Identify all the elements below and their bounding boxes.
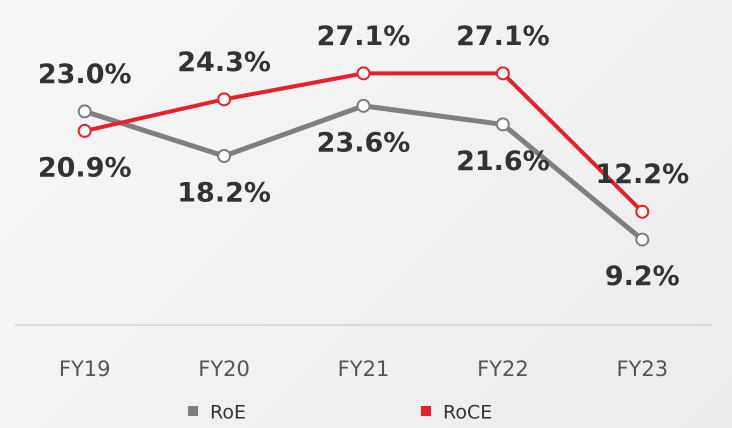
point [635,204,650,219]
point [635,232,650,247]
x-tick-label: FY19 [59,357,111,381]
x-tick-label: FY21 [338,357,390,381]
data-label: 23.6% [317,127,411,158]
data-label: 20.9% [38,152,132,183]
legend-label: RoCE [443,402,492,424]
point [495,66,510,81]
point [217,92,232,107]
point [495,117,510,132]
point [356,66,371,81]
point [356,98,371,113]
data-label: 23.0% [38,59,132,90]
point [77,123,92,138]
point [217,149,232,163]
data-label: 27.1% [456,21,550,52]
data-label: 9.2% [605,261,680,292]
legend-swatch [188,406,198,416]
x-tick-label: FY23 [616,357,668,381]
data-label: 12.2% [595,159,689,190]
x-tick-label: FY20 [198,357,250,381]
data-label: 27.1% [317,21,411,52]
point [77,104,92,119]
data-label: 18.2% [177,178,271,209]
data-label: 21.6% [456,146,550,177]
legend-swatch [421,406,431,416]
legend-label: RoE [210,402,246,424]
x-tick-label: FY22 [477,357,529,381]
data-label: 24.3% [177,47,271,78]
